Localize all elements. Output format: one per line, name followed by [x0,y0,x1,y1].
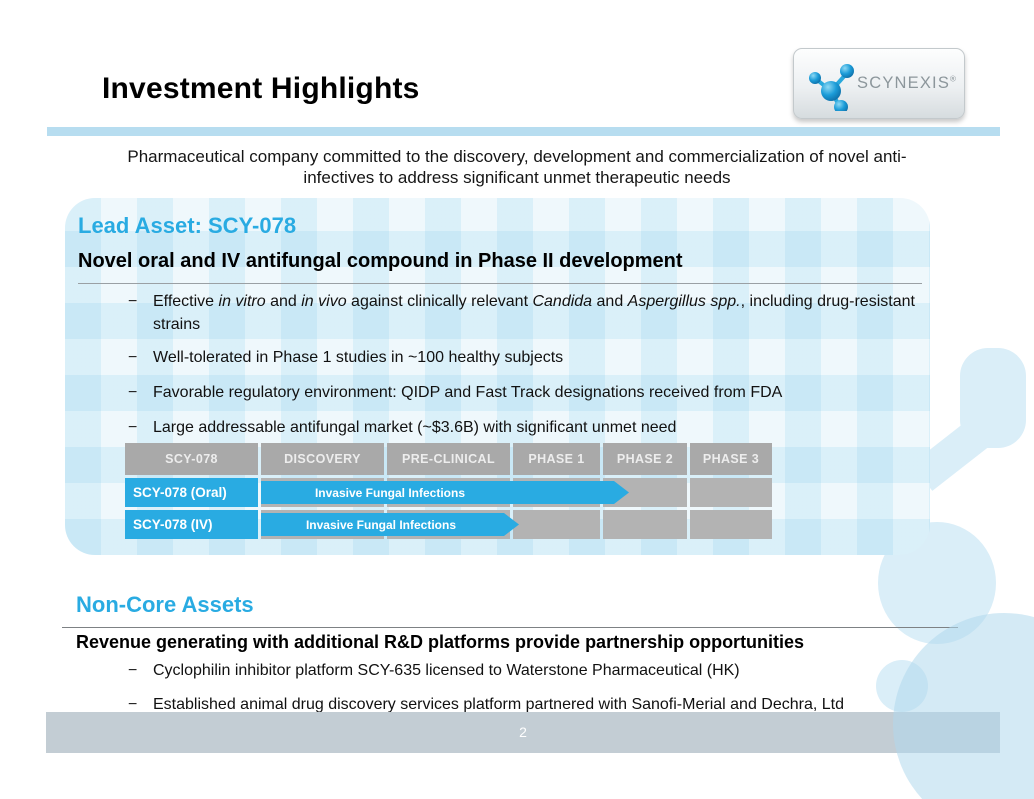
bullet-text: Effective in vitro and in vivo against c… [153,293,915,333]
subtitle-line-1: Pharmaceutical company committed to the … [127,147,907,166]
lead-asset-divider [78,283,922,284]
slide-subtitle: Pharmaceutical company committed to the … [0,146,1034,188]
column-header-preclinical: PRE-CLINICAL [387,443,510,475]
footer-bar: 2 [46,712,1000,753]
non-core-heading: Non-Core Assets [76,592,254,617]
bullet-dash: − [128,349,138,366]
lead-bullet-2: − Well-tolerated in Phase 1 studies in ~… [128,346,918,369]
table-cell [513,510,600,539]
row-label-scy078-iv: SCY-078 (IV) [125,510,258,539]
registered-trademark-symbol: ® [950,74,956,84]
lead-asset-heading: Lead Asset: SCY-078 [78,213,297,238]
column-header-phase2: PHASE 2 [603,443,687,475]
slide-title: Investment Highlights [102,72,420,105]
bullet-text: Cyclophilin inhibitor platform SCY-635 l… [153,662,740,679]
bullet-text: Favorable regulatory environment: QIDP a… [153,384,783,401]
bullet-dash: − [128,696,138,713]
bullet-dash: − [128,293,138,310]
pipeline-table: SCY-078 DISCOVERY PRE-CLINICAL PHASE 1 P… [125,443,772,598]
lead-bullet-1: − Effective in vitro and in vivo against… [128,290,918,336]
company-logo: SCYNEXIS® [793,48,965,119]
logo-wordmark: SCYNEXIS® [857,74,956,92]
bullet-dash: − [128,384,138,401]
row-label-scy078-oral: SCY-078 (Oral) [125,478,258,507]
lead-asset-panel: Lead Asset: SCY-078 Novel oral and IV an… [65,198,930,555]
lead-bullet-3: − Favorable regulatory environment: QIDP… [128,381,928,404]
column-header-scy078: SCY-078 [125,443,258,475]
progress-arrow-oral: Invasive Fungal Infections [261,481,629,504]
column-header-phase3: PHASE 3 [690,443,772,475]
title-divider-bar [47,127,1000,136]
lead-bullet-4: − Large addressable antifungal market (~… [128,416,928,439]
lead-asset-subheading: Novel oral and IV antifungal compound in… [78,250,683,272]
non-core-bullet-1: − Cyclophilin inhibitor platform SCY-635… [128,659,958,682]
column-header-discovery: DISCOVERY [261,443,384,475]
table-cell [690,510,772,539]
progress-arrow-iv: Invasive Fungal Infections [261,513,519,536]
watermark-molecule-bottom-sphere [893,613,1034,799]
bullet-text: Established animal drug discovery servic… [153,696,844,713]
bullet-dash: − [128,419,138,436]
bullet-text: Large addressable antifungal market (~$3… [153,419,677,436]
subtitle-line-2: infectives to address significant unmet … [303,168,731,187]
non-core-subheading: Revenue generating with additional R&D p… [76,632,805,652]
bullet-dash: − [128,662,138,679]
table-cell [603,510,687,539]
column-header-phase1: PHASE 1 [513,443,600,475]
non-core-divider [62,627,958,628]
table-cell [690,478,772,507]
molecule-icon [809,64,854,111]
bullet-text: Well-tolerated in Phase 1 studies in ~10… [153,349,564,366]
page-number: 2 [519,724,527,740]
non-core-bullet-2: − Established animal drug discovery serv… [128,693,988,716]
